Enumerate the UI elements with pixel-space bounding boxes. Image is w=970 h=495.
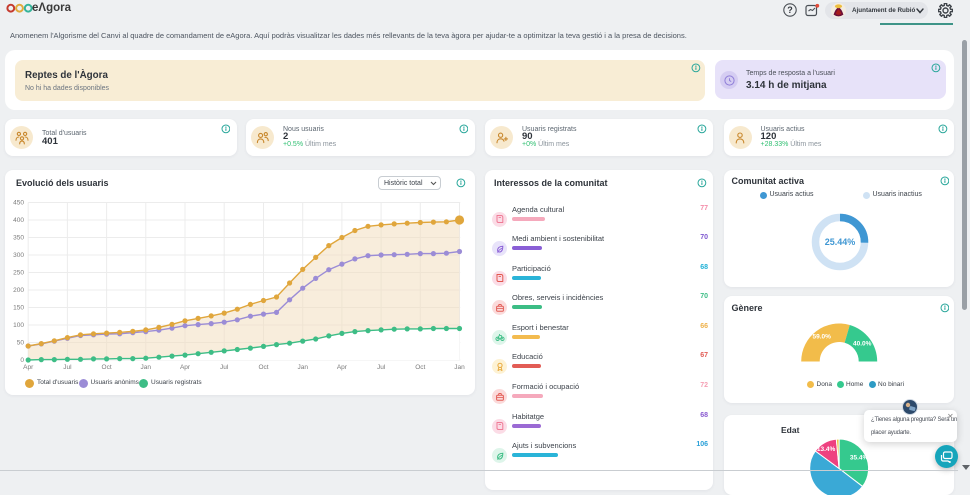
svg-text:Apr: Apr xyxy=(23,364,34,371)
svg-text:Apr: Apr xyxy=(337,364,348,371)
svg-text:40.0%: 40.0% xyxy=(852,341,871,348)
svg-text:Oct: Oct xyxy=(415,364,425,371)
svg-text:200: 200 xyxy=(13,287,24,294)
svg-text:350: 350 xyxy=(13,235,24,242)
svg-text:50: 50 xyxy=(17,340,25,347)
svg-text:Jan: Jan xyxy=(297,364,308,371)
svg-text:?: ? xyxy=(787,5,793,15)
svg-text:150: 150 xyxy=(13,305,24,312)
svg-text:300: 300 xyxy=(13,252,24,259)
svg-text:400: 400 xyxy=(13,217,24,224)
svg-text:35.4%: 35.4% xyxy=(849,455,868,462)
svg-text:Jan: Jan xyxy=(454,364,465,371)
svg-text:450: 450 xyxy=(13,200,24,207)
svg-text:0: 0 xyxy=(20,357,24,364)
svg-text:250: 250 xyxy=(13,270,24,277)
svg-text:Jul: Jul xyxy=(377,364,386,371)
svg-text:59.0%: 59.0% xyxy=(812,334,831,341)
svg-text:25.44%: 25.44% xyxy=(824,237,855,247)
svg-text:Jan: Jan xyxy=(141,364,152,371)
svg-text:Jul: Jul xyxy=(220,364,229,371)
svg-text:Oct: Oct xyxy=(258,364,268,371)
svg-text:100: 100 xyxy=(13,322,24,329)
svg-text:Jul: Jul xyxy=(63,364,72,371)
svg-text:Oct: Oct xyxy=(102,364,112,371)
svg-text:Apr: Apr xyxy=(180,364,191,371)
svg-text:13.4%: 13.4% xyxy=(816,446,835,453)
